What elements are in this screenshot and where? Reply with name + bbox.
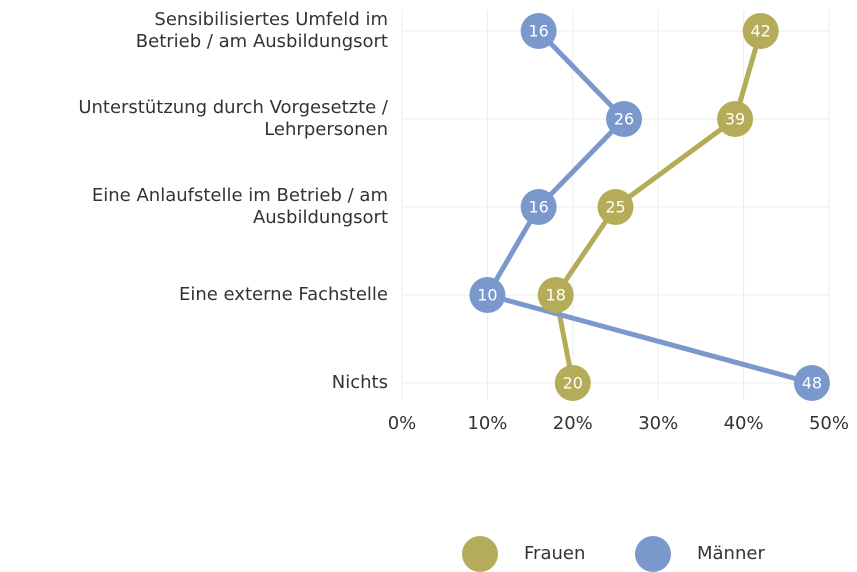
x-tick-label: 30% [638, 413, 678, 434]
x-tick-label: 10% [467, 413, 507, 434]
data-point [520, 189, 557, 225]
legend-swatch [462, 536, 498, 572]
data-point [606, 101, 643, 137]
y-tick-label: Sensibilisiertes Umfeld im Betrieb / am A… [136, 9, 388, 52]
x-tick-label: 0% [388, 413, 417, 434]
y-tick-label: Eine externe Fachstelle [179, 284, 388, 305]
y-tick-label: Eine Anlaufstelle im Betrieb / am Ausbild… [92, 185, 388, 228]
legend-label: Frauen [524, 543, 585, 564]
data-label: 10 [477, 286, 497, 305]
data-label: 42 [751, 22, 771, 41]
data-point [597, 189, 634, 225]
data-label: 26 [614, 110, 634, 129]
data-point [554, 365, 591, 401]
y-tick-label: Unterstützung durch Vorgesetzte / Lehrper… [78, 97, 389, 140]
y-tick-label: Nichts [332, 372, 388, 393]
data-point [537, 277, 574, 313]
data-point [793, 365, 830, 401]
data-label: 48 [802, 374, 822, 393]
data-point [742, 13, 779, 49]
data-point [717, 101, 754, 137]
legend-swatch [635, 536, 671, 572]
legend-label: Männer [697, 543, 765, 564]
data-label: 25 [605, 198, 625, 217]
x-tick-label: 50% [809, 413, 849, 434]
data-label: 20 [563, 374, 583, 393]
data-point [520, 13, 557, 49]
x-tick-label: 20% [553, 413, 593, 434]
data-label: 16 [528, 22, 548, 41]
data-label: 16 [528, 198, 548, 217]
x-tick-label: 40% [724, 413, 764, 434]
data-label: 39 [725, 110, 745, 129]
data-point [469, 277, 506, 313]
data-label: 18 [546, 286, 566, 305]
